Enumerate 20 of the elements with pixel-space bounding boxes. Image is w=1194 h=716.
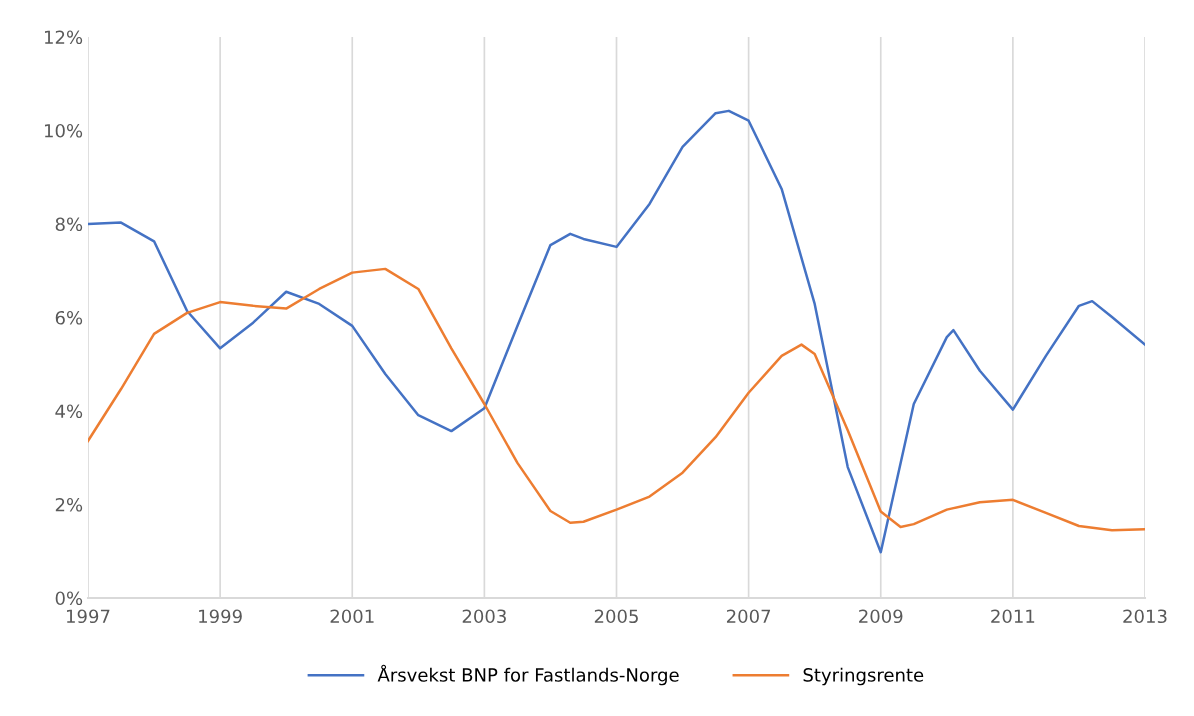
y-tick-label: 6% xyxy=(55,310,83,325)
y-tick-label: 4% xyxy=(55,404,83,419)
y-tick-label: 10% xyxy=(44,123,83,138)
x-tick-label: 2011 xyxy=(991,609,1035,624)
line-series xyxy=(88,267,1145,532)
x-tick-label: 1997 xyxy=(67,609,110,624)
legend-label: Styringsrente xyxy=(803,667,924,686)
x-tick-label: 2003 xyxy=(462,609,506,624)
x-tick-label: 2007 xyxy=(726,609,771,624)
y-tick-label: 0% xyxy=(55,591,83,606)
legend-label: Årsvekst BNP for Fastlands-Norge xyxy=(377,664,679,686)
y-tick-label: 8% xyxy=(55,217,83,232)
x-tick-label: 2005 xyxy=(594,609,638,624)
x-tick-label: 2013 xyxy=(1123,609,1167,624)
y-tick-label: 12% xyxy=(44,30,83,45)
x-tick-label: 2001 xyxy=(330,609,374,624)
x-tick-label: 1999 xyxy=(199,609,242,624)
line-series xyxy=(88,109,1145,554)
y-tick-label: 2% xyxy=(55,497,83,512)
x-tick-label: 2009 xyxy=(859,609,903,624)
